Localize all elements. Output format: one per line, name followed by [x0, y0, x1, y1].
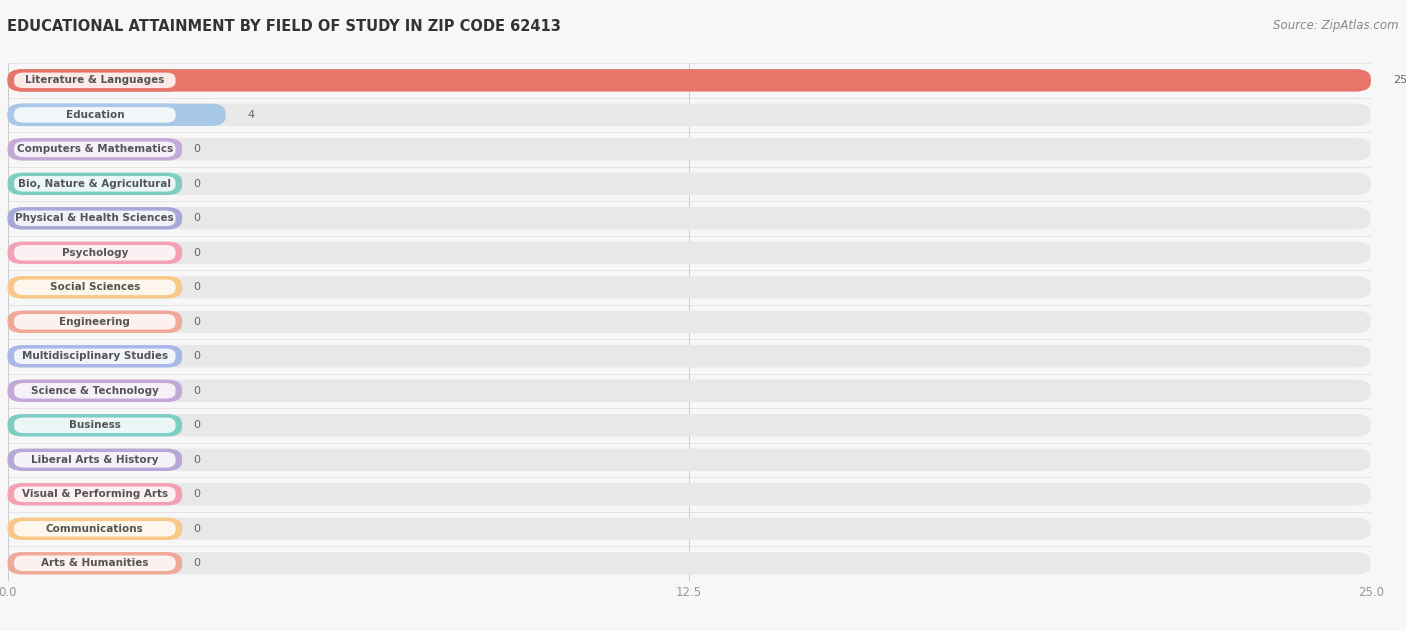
Text: Business: Business	[69, 420, 121, 430]
Text: Multidisciplinary Studies: Multidisciplinary Studies	[21, 351, 167, 362]
FancyBboxPatch shape	[7, 483, 181, 505]
FancyBboxPatch shape	[7, 103, 226, 126]
FancyBboxPatch shape	[7, 276, 181, 298]
FancyBboxPatch shape	[14, 555, 176, 571]
FancyBboxPatch shape	[14, 141, 176, 157]
FancyBboxPatch shape	[7, 414, 1371, 437]
FancyBboxPatch shape	[7, 345, 181, 367]
Text: Visual & Performing Arts: Visual & Performing Arts	[21, 489, 167, 499]
Text: 0: 0	[193, 317, 200, 327]
Text: Source: ZipAtlas.com: Source: ZipAtlas.com	[1274, 19, 1399, 32]
Text: Bio, Nature & Agricultural: Bio, Nature & Agricultural	[18, 179, 172, 189]
FancyBboxPatch shape	[7, 69, 1371, 91]
Text: Engineering: Engineering	[59, 317, 131, 327]
FancyBboxPatch shape	[14, 211, 176, 226]
FancyBboxPatch shape	[7, 449, 181, 471]
FancyBboxPatch shape	[7, 69, 181, 91]
FancyBboxPatch shape	[7, 276, 1371, 298]
FancyBboxPatch shape	[7, 414, 181, 437]
FancyBboxPatch shape	[14, 487, 176, 502]
FancyBboxPatch shape	[7, 552, 181, 574]
FancyBboxPatch shape	[14, 245, 176, 261]
Text: 0: 0	[193, 351, 200, 362]
FancyBboxPatch shape	[7, 69, 1371, 91]
FancyBboxPatch shape	[14, 521, 176, 536]
Text: 4: 4	[247, 110, 254, 120]
FancyBboxPatch shape	[7, 173, 181, 195]
Text: Literature & Languages: Literature & Languages	[25, 75, 165, 85]
Text: Psychology: Psychology	[62, 248, 128, 258]
Text: 0: 0	[193, 179, 200, 189]
Text: Social Sciences: Social Sciences	[49, 282, 141, 292]
Text: 0: 0	[193, 455, 200, 465]
FancyBboxPatch shape	[7, 242, 181, 264]
Text: 0: 0	[193, 420, 200, 430]
FancyBboxPatch shape	[14, 452, 176, 468]
Text: 0: 0	[193, 524, 200, 534]
FancyBboxPatch shape	[14, 383, 176, 399]
FancyBboxPatch shape	[7, 138, 1371, 160]
FancyBboxPatch shape	[7, 173, 1371, 195]
Text: 0: 0	[193, 282, 200, 292]
FancyBboxPatch shape	[7, 310, 181, 333]
FancyBboxPatch shape	[7, 345, 1371, 367]
FancyBboxPatch shape	[7, 207, 1371, 230]
Text: 0: 0	[193, 213, 200, 223]
Text: 25: 25	[1393, 75, 1406, 85]
FancyBboxPatch shape	[7, 310, 1371, 333]
Text: Physical & Health Sciences: Physical & Health Sciences	[15, 213, 174, 223]
Text: Liberal Arts & History: Liberal Arts & History	[31, 455, 159, 465]
FancyBboxPatch shape	[7, 517, 181, 540]
FancyBboxPatch shape	[14, 348, 176, 364]
FancyBboxPatch shape	[14, 107, 176, 122]
Text: 0: 0	[193, 489, 200, 499]
Text: 0: 0	[193, 558, 200, 569]
Text: 0: 0	[193, 386, 200, 396]
FancyBboxPatch shape	[7, 380, 181, 402]
Text: Science & Technology: Science & Technology	[31, 386, 159, 396]
FancyBboxPatch shape	[14, 418, 176, 433]
FancyBboxPatch shape	[7, 207, 181, 230]
Text: Education: Education	[66, 110, 124, 120]
FancyBboxPatch shape	[7, 103, 181, 126]
FancyBboxPatch shape	[7, 380, 1371, 402]
FancyBboxPatch shape	[7, 517, 1371, 540]
FancyBboxPatch shape	[14, 73, 176, 88]
Text: Computers & Mathematics: Computers & Mathematics	[17, 144, 173, 155]
FancyBboxPatch shape	[14, 314, 176, 329]
FancyBboxPatch shape	[7, 483, 1371, 505]
FancyBboxPatch shape	[7, 242, 1371, 264]
Text: 0: 0	[193, 144, 200, 155]
FancyBboxPatch shape	[7, 449, 1371, 471]
FancyBboxPatch shape	[7, 103, 1371, 126]
Text: EDUCATIONAL ATTAINMENT BY FIELD OF STUDY IN ZIP CODE 62413: EDUCATIONAL ATTAINMENT BY FIELD OF STUDY…	[7, 19, 561, 34]
FancyBboxPatch shape	[7, 552, 1371, 574]
FancyBboxPatch shape	[14, 280, 176, 295]
Text: 0: 0	[193, 248, 200, 258]
Text: Arts & Humanities: Arts & Humanities	[41, 558, 149, 569]
FancyBboxPatch shape	[7, 138, 181, 160]
Text: Communications: Communications	[46, 524, 143, 534]
FancyBboxPatch shape	[14, 176, 176, 192]
